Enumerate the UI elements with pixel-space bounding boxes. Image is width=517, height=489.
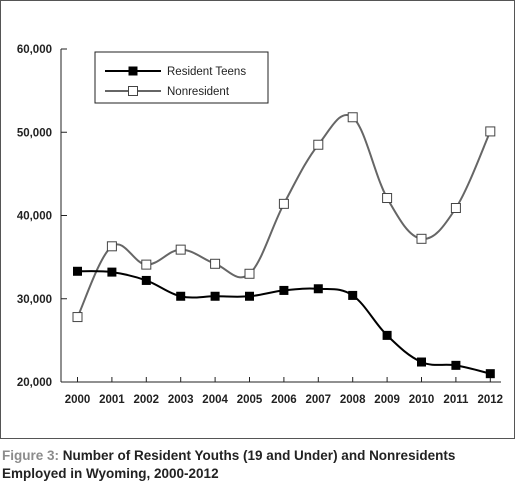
resident-teens-marker-2001	[107, 267, 117, 277]
resident-teens-marker-2003	[176, 291, 186, 301]
y-tick-label: 30,000	[17, 294, 52, 306]
x-tick-label: 2001	[99, 394, 125, 406]
resident-teens-marker-2002	[141, 275, 151, 285]
resident-teens-marker-2012	[485, 369, 495, 379]
x-tick-label: 2000	[65, 394, 91, 406]
nonresident-marker-2011	[450, 203, 461, 214]
resident-teens-marker-2006	[279, 285, 289, 295]
nonresident-marker-2004	[210, 258, 221, 269]
x-tick-label: 2010	[409, 394, 435, 406]
axes	[60, 48, 501, 383]
x-tick-label: 2011	[443, 394, 469, 406]
nonresident-marker-2005	[244, 268, 255, 279]
nonresident-marker-2010	[416, 233, 427, 244]
x-tick-label: 2009	[374, 394, 400, 406]
resident-teens-marker-2009	[382, 330, 392, 340]
nonresident-marker-2001	[106, 241, 117, 252]
nonresident-marker-2008	[347, 112, 358, 123]
y-tick-label: 60,000	[17, 44, 52, 56]
resident-teens-marker-2004	[210, 291, 220, 301]
x-tick-label: 2008	[340, 394, 366, 406]
nonresident-marker-2003	[175, 244, 186, 255]
y-tick-label: 50,000	[17, 127, 52, 139]
chart-frame: 20,000 30,000 40,000 50,000 60,000 2000 2001 2…	[0, 0, 515, 439]
y-tick-labels: 20,000 30,000 40,000 50,000 60,000	[17, 44, 52, 389]
nonresident-marker-2009	[382, 193, 393, 204]
x-tick-labels: 2000 2001 2002 2003 2004 2005 2006 2007 2008 2009…	[65, 394, 503, 406]
resident-teens-marker-2008	[348, 290, 358, 300]
series-markers	[72, 112, 496, 379]
x-tick-label: 2007	[306, 394, 332, 406]
resident-teens-marker-2010	[417, 357, 426, 367]
resident-teens-marker-2007	[313, 284, 323, 294]
legend-marker-resident-teens	[128, 66, 138, 76]
legend-box	[94, 51, 269, 104]
nonresident-marker-2012	[485, 126, 496, 137]
legend-label-resident-teens: Resident Teens	[167, 66, 246, 78]
legend: Resident Teens Nonresident	[94, 51, 269, 104]
legend-label-nonresident: Nonresident	[167, 86, 230, 98]
x-tick-label: 2002	[134, 394, 160, 406]
x-tick-label: 2006	[271, 394, 297, 406]
caption-label: Figure 3:	[2, 448, 60, 463]
nonresident-marker-2006	[278, 198, 289, 209]
resident-teens-marker-2011	[451, 360, 461, 370]
x-tick-label: 2005	[237, 394, 263, 406]
y-tick-label: 40,000	[17, 211, 52, 223]
legend-marker-nonresident	[128, 86, 138, 96]
nonresident-marker-2002	[141, 259, 152, 270]
nonresident-marker-2000	[72, 312, 83, 323]
figure-caption: Figure 3: Number of Resident Youths (19 …	[2, 447, 514, 483]
x-tick-label: 2012	[478, 394, 504, 406]
series-lines	[76, 114, 492, 375]
caption-text: Number of Resident Youths (19 and Under)…	[2, 448, 456, 481]
x-tick-label: 2004	[202, 394, 228, 406]
nonresident-marker-2007	[313, 139, 324, 150]
y-tick-label: 20,000	[17, 377, 52, 389]
resident-teens-marker-2005	[245, 291, 254, 301]
resident-teens-marker-2000	[73, 266, 82, 276]
x-tick-label: 2003	[168, 394, 194, 406]
